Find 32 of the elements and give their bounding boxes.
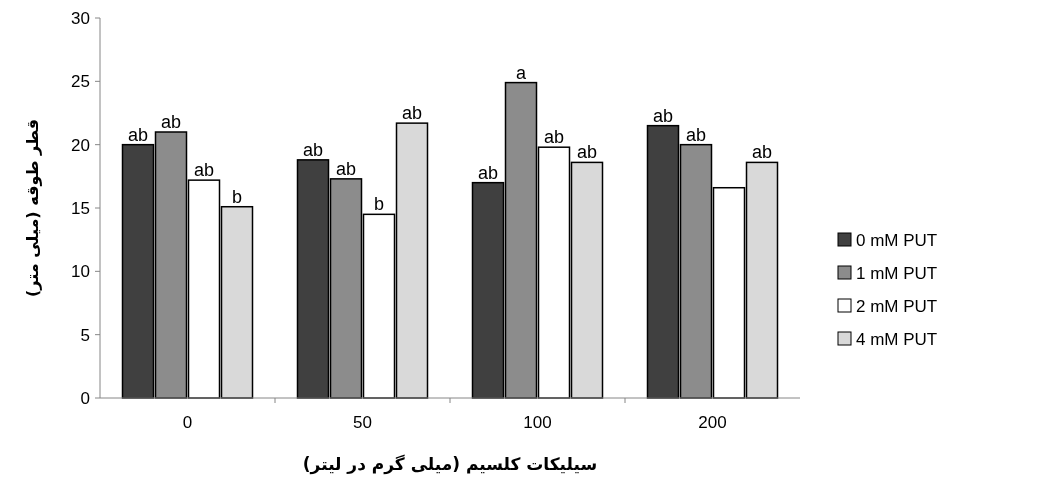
data-label: b	[373, 194, 385, 215]
legend-label: 4 mM PUT	[856, 330, 938, 349]
legend-label: 0 mM PUT	[856, 231, 938, 250]
data-label: ab	[751, 142, 773, 163]
x-tick-label: 0	[182, 413, 193, 432]
data-label: ab	[160, 112, 182, 132]
y-tick-label: 0	[80, 389, 90, 408]
y-tick-label: 15	[71, 199, 90, 218]
x-axis-title: سیلیکات کلسیم (میلی گرم در لیتر)	[302, 454, 598, 475]
y-axis-title: قطر طوقه (میلی متر)	[23, 118, 42, 298]
legend-label: 1 mM PUT	[856, 264, 938, 283]
y-tick-label: 20	[71, 135, 90, 155]
data-label: ab	[685, 124, 707, 145]
data-label: ab	[401, 103, 423, 124]
legend-label: 2 mM PUT	[856, 297, 938, 316]
y-tick-label: 25	[71, 72, 90, 92]
x-tick-label: 100	[523, 413, 552, 432]
data-label: ab	[335, 158, 357, 179]
data-label: ab	[193, 160, 215, 181]
y-tick-label: 5	[80, 325, 90, 345]
data-label: ab	[652, 105, 674, 126]
data-label: ab	[302, 139, 324, 160]
data-label: ab	[477, 162, 499, 183]
y-tick-label: 10	[71, 262, 90, 282]
data-label: ab	[543, 127, 565, 148]
x-tick-label: 50	[353, 413, 372, 432]
data-label: ab	[576, 142, 598, 163]
data-label: ab	[127, 124, 149, 145]
y-tick-label: 30	[71, 9, 90, 28]
data-label: a	[515, 62, 527, 83]
data-label: b	[231, 186, 243, 207]
x-tick-label: 200	[698, 413, 727, 432]
